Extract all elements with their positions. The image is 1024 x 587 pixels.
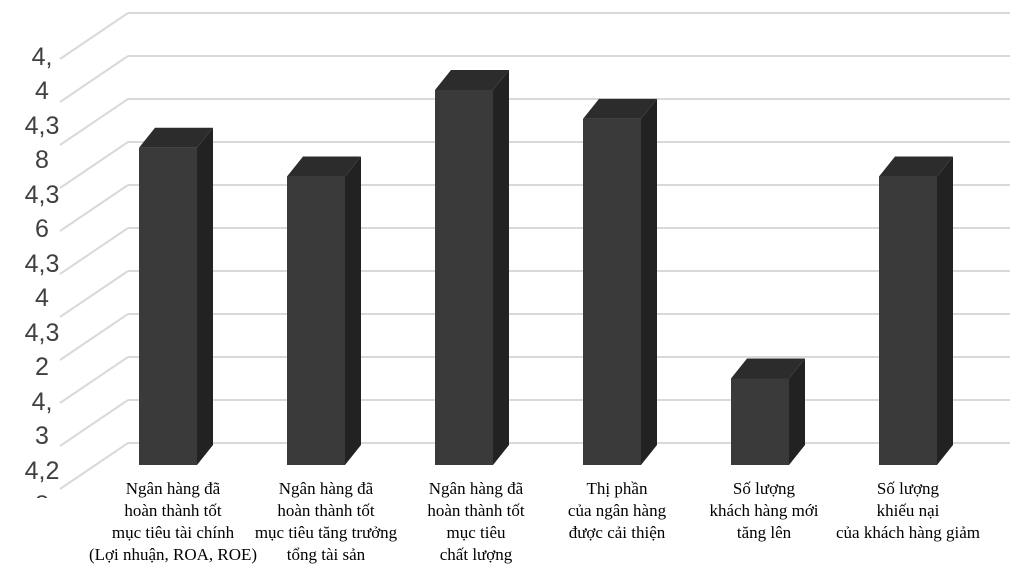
gridline-diagonal	[59, 227, 129, 275]
bar-top	[435, 70, 509, 90]
bar-side	[345, 156, 361, 466]
bar-front	[287, 176, 345, 466]
y-tick-label: 4,	[31, 388, 53, 416]
x-category-label-line: (Lợi nhuận, ROA, ROE)	[88, 545, 258, 564]
x-category-label-line: Ngân hàng đã	[428, 479, 524, 498]
x-category-label-line: hoàn thành tốt	[277, 501, 375, 520]
x-category-label-line: Thị phần	[586, 479, 648, 498]
bar-side	[937, 156, 953, 466]
x-category-label-line: chất lượng	[439, 545, 513, 564]
gridlines	[59, 12, 1010, 490]
bar-front	[583, 118, 641, 465]
bar-side	[789, 358, 805, 465]
bar-side	[493, 70, 509, 465]
bar-side	[641, 98, 657, 465]
bar-front	[879, 176, 937, 466]
gridline-diagonal	[59, 98, 129, 146]
x-category-label-line: Ngân hàng đã	[125, 479, 221, 498]
gridline-diagonal	[59, 270, 129, 318]
bar-top	[287, 156, 361, 177]
x-category-label-line: Số lượng	[732, 479, 796, 498]
x-category-label: Ngân hàng đã hoàn thành tốt mục tiêu chất l…	[381, 478, 571, 566]
bar	[139, 127, 213, 465]
y-tick-label: 2	[35, 353, 49, 381]
x-category-label-line: được cải thiện	[568, 523, 666, 542]
gridline-diagonal	[59, 313, 129, 361]
bar	[435, 70, 509, 465]
bar-front	[731, 378, 789, 465]
bars	[139, 70, 953, 466]
y-tick-label: 4	[35, 284, 49, 312]
gridline-diagonal	[59, 12, 129, 60]
x-category-label: Ngân hàng đã hoàn thành tốt mục tiêu tài c…	[78, 478, 268, 566]
x-category-label-line: mục tiêu tăng trưởng	[254, 523, 398, 542]
bar-front	[435, 90, 493, 465]
bar	[879, 156, 953, 466]
bar	[731, 358, 805, 465]
x-category-label-line: hoàn thành tốt	[124, 501, 222, 520]
y-tick-label: 6	[35, 215, 49, 243]
x-category-label-line: Số lượng	[876, 479, 940, 498]
y-tick-label: 4,3	[24, 250, 60, 278]
x-category-label-line: khách hàng mới	[709, 501, 819, 520]
gridline-diagonal	[59, 442, 129, 490]
bar	[583, 98, 657, 465]
x-category-label: Ngân hàng đã hoàn thành tốt mục tiêu tăng …	[231, 478, 421, 566]
y-tick-label: 8	[0, 490, 84, 498]
y-tick-label: 4,3	[24, 181, 60, 209]
bar-front	[139, 147, 197, 465]
x-category-label-line: hoàn thành tốt	[427, 501, 525, 520]
x-category-label-line: của khách hàng giảm	[836, 523, 980, 542]
gridline-diagonal	[59, 356, 129, 404]
y-tick-label: 3	[35, 422, 49, 450]
x-category-label-line: khiếu nại	[876, 501, 940, 520]
y-tick-label: 4,2	[24, 457, 60, 485]
x-category-label-line: mục tiêu tài chính	[111, 523, 235, 542]
bar-top	[139, 127, 213, 148]
y-tick-label: 4,3	[24, 319, 60, 347]
x-category-label-line: tăng lên	[736, 523, 792, 542]
bar-side	[197, 127, 213, 465]
bar-top	[583, 98, 657, 119]
bar-top	[731, 358, 805, 379]
x-category-label: Số lượng khách hàng mới tăng lên	[669, 478, 859, 544]
y-tick-label: 4,	[31, 43, 53, 71]
gridline-diagonal	[59, 184, 129, 232]
y-tick-label: 8	[35, 146, 49, 174]
x-category-label-line: tổng tài sản	[286, 545, 366, 564]
gridline-diagonal	[59, 399, 129, 447]
gridline-diagonal	[59, 55, 129, 103]
y-tick-label: 4	[35, 77, 49, 105]
x-category-label-line: mục tiêu	[446, 523, 506, 542]
x-category-label: Số lượng khiếu nại của khách hàng giảm	[813, 478, 1003, 544]
x-category-label-line: của ngân hàng	[567, 501, 667, 520]
x-category-label: Thị phần của ngân hàng được cải thiện	[522, 478, 712, 544]
x-category-label-line: Ngân hàng đã	[278, 479, 374, 498]
bar-top	[879, 156, 953, 177]
bar	[287, 156, 361, 466]
gridline-diagonal	[59, 141, 129, 189]
y-tick-label: 4,3	[24, 112, 60, 140]
